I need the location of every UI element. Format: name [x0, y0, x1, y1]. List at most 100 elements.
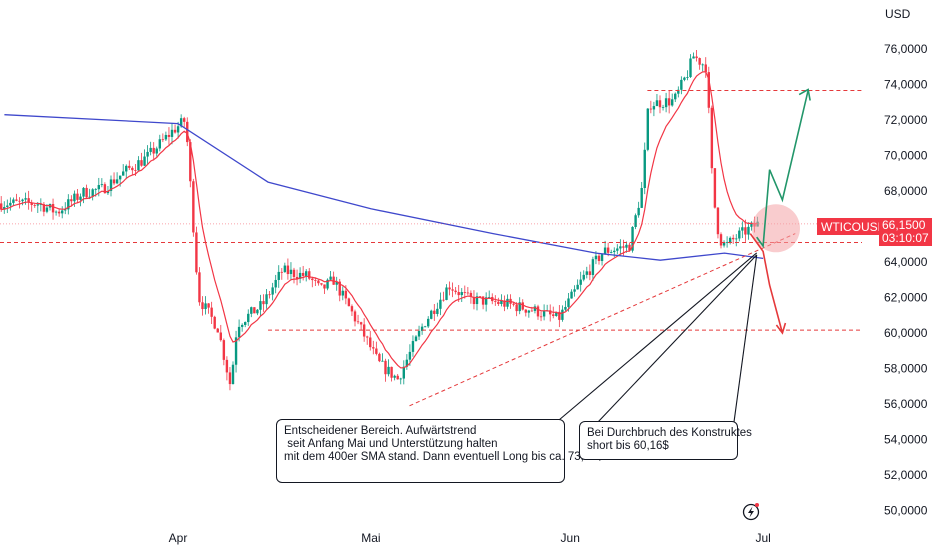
candle-body	[57, 211, 61, 214]
candle-body	[225, 359, 229, 373]
candle-body	[359, 322, 363, 325]
candle-body	[634, 215, 637, 227]
candle-body	[384, 360, 387, 375]
y-tick-label: 74,0000	[884, 78, 928, 92]
long-note-pointer	[558, 252, 758, 421]
candle-body	[146, 151, 149, 157]
candle-body	[210, 307, 213, 317]
symbol-tag[interactable]: WTICOUSD	[817, 218, 886, 235]
candle-body	[732, 237, 735, 240]
candle-body	[256, 309, 259, 314]
candle-body	[536, 306, 540, 317]
candle-body	[338, 281, 341, 296]
lightning-icon[interactable]	[742, 503, 760, 521]
candle-body	[573, 289, 576, 292]
candle-body	[655, 100, 659, 107]
candle-body	[558, 311, 561, 320]
candle-body	[725, 242, 729, 244]
candle-body	[692, 56, 695, 59]
long-arrowhead	[798, 88, 811, 101]
candle-body	[61, 210, 64, 214]
candle-body	[701, 64, 704, 66]
candle-body	[689, 58, 692, 77]
candle-body	[619, 246, 622, 249]
candle-body	[115, 179, 119, 184]
candle-body	[442, 299, 445, 301]
candle-body	[549, 310, 552, 315]
candle-body	[353, 311, 357, 322]
levels-layer	[0, 90, 879, 331]
candle-body	[466, 292, 470, 294]
candle-body	[399, 378, 402, 380]
candle-body	[542, 310, 546, 317]
candle-body	[219, 332, 222, 341]
candle-body	[430, 310, 433, 319]
candle-body	[381, 360, 384, 362]
candle-body	[515, 304, 518, 312]
candle-body	[311, 278, 314, 281]
price-axis[interactable]: 50,0000 52,0000 54,0000 56,0000 58,0000 60,00…	[884, 42, 928, 518]
candle-body	[707, 72, 710, 108]
candle-body	[570, 291, 573, 299]
candle-body	[500, 300, 503, 305]
y-tick-label: 72,0000	[884, 113, 928, 127]
candle-body	[539, 316, 543, 318]
candle-body	[625, 244, 628, 248]
candle-body	[189, 142, 192, 182]
candle-body	[292, 269, 296, 277]
candle-body	[45, 207, 49, 212]
drawings-layer	[409, 88, 811, 407]
candle-body	[378, 353, 381, 362]
candle-body	[420, 326, 424, 331]
candle-body	[280, 271, 283, 273]
candle-body	[744, 227, 747, 235]
y-tick-label: 68,0000	[884, 184, 928, 198]
candle-body	[683, 77, 686, 80]
y-tick-label: 70,0000	[884, 149, 928, 163]
candle-body	[613, 250, 616, 253]
short-arrowhead	[775, 322, 787, 335]
symbol-name: WTICOUSD	[821, 220, 887, 234]
candle-body	[198, 272, 201, 303]
candle-body	[283, 265, 287, 273]
candle-body	[524, 309, 527, 313]
time-axis[interactable]: Apr Mai Jun Jul	[169, 531, 771, 545]
candle-body	[533, 306, 537, 311]
candle-body	[128, 165, 131, 168]
candle-body	[277, 271, 280, 280]
candle-body	[67, 199, 70, 210]
candle-body	[237, 326, 241, 338]
candle-body	[600, 254, 604, 262]
candle-body	[658, 100, 662, 108]
candle-body	[109, 179, 113, 191]
x-tick-label: Jul	[755, 531, 770, 545]
candle-body	[231, 364, 235, 385]
candle-body	[481, 296, 485, 305]
x-tick-label: Jun	[561, 531, 580, 545]
candle-body	[207, 303, 210, 308]
candle-body	[628, 244, 631, 251]
candle-body	[317, 280, 320, 284]
candle-body	[234, 337, 238, 365]
candle-body	[286, 265, 290, 275]
candles-layer	[0, 49, 759, 391]
candle-body	[271, 287, 274, 295]
candle-body	[122, 171, 125, 176]
candle-body	[298, 272, 302, 279]
candle-body	[100, 184, 104, 186]
candle-body	[488, 297, 491, 298]
candle-body	[716, 207, 720, 235]
candle-body	[134, 170, 137, 171]
long-note-pointer-2	[597, 254, 758, 423]
candle-body	[137, 160, 140, 171]
candle-body	[308, 271, 311, 279]
candle-body	[73, 193, 76, 202]
candle-body	[741, 227, 744, 231]
candle-body	[158, 139, 161, 149]
candle-body	[405, 359, 409, 367]
sma400-layer	[4, 114, 764, 261]
candle-body	[667, 98, 671, 106]
candle-body	[170, 129, 174, 137]
candle-body	[738, 230, 741, 239]
